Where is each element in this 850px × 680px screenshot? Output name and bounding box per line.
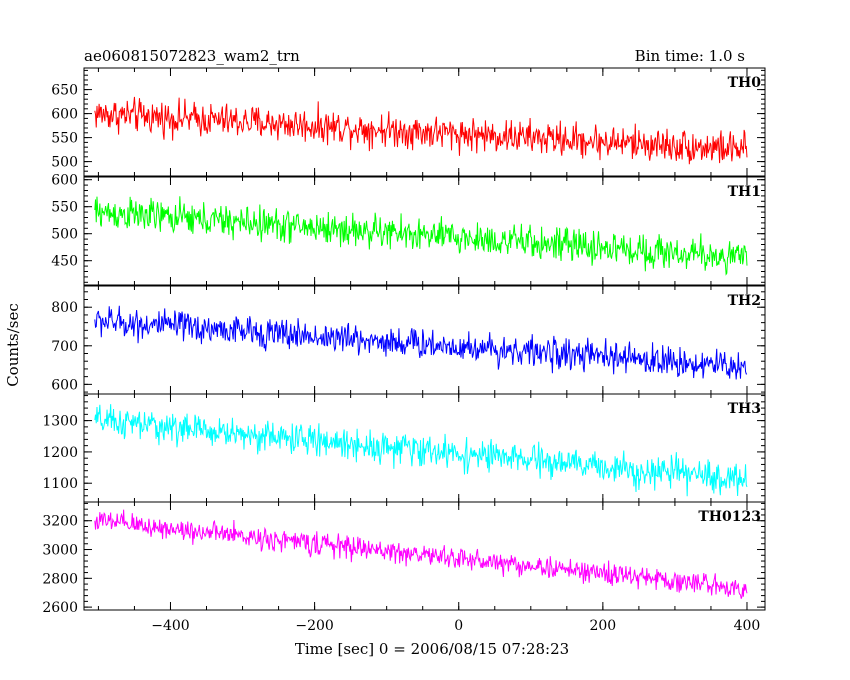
y-tick-label: 800 (51, 300, 78, 316)
series-line-th1 (94, 196, 748, 276)
x-tick-label: −400 (151, 618, 189, 634)
y-tick-label: 1200 (42, 445, 78, 461)
panel-frame (83, 67, 766, 177)
x-tick-label: 400 (734, 618, 761, 634)
panel-name-label: TH3 (728, 401, 761, 417)
y-tick-label: 550 (51, 131, 78, 147)
series-line-th0123 (94, 509, 748, 599)
panel-name-label: TH0 (728, 75, 762, 91)
panel-name-label: TH0123 (698, 509, 761, 525)
x-axis-label: Time [sec] 0 = 2006/08/15 07:28:23 (295, 640, 569, 658)
panel-frame (83, 501, 766, 611)
y-tick-label: 600 (51, 377, 78, 393)
y-tick-label: 3200 (42, 514, 78, 530)
x-tick-label: 200 (589, 618, 616, 634)
y-tick-label: 2600 (42, 600, 78, 616)
panel-th0123 (94, 509, 748, 599)
y-tick-label: 3000 (42, 543, 78, 559)
series-line-th3 (94, 404, 748, 497)
y-tick-label: 600 (51, 107, 78, 123)
y-tick-label: 2800 (42, 571, 78, 587)
x-tick-label: −200 (295, 618, 333, 634)
panel-th0 (94, 96, 748, 165)
y-tick-label: 1300 (42, 414, 78, 430)
series-line-th2 (94, 305, 748, 380)
y-tick-label: 1100 (42, 476, 78, 492)
panel-frame (83, 285, 766, 395)
y-tick-label: 500 (51, 227, 78, 243)
frame-layer: 500 550 600 650 TH0 450 500 550 600 TH1 600 700 800 T… (42, 67, 766, 634)
panel-name-label: TH2 (728, 293, 761, 309)
y-tick-label: 450 (51, 254, 78, 270)
chart-title-left: ae060815072823_wam2_trn (84, 47, 300, 65)
y-tick-label: 650 (51, 83, 78, 99)
panel-th1 (94, 196, 748, 276)
series-line-th0 (94, 96, 748, 165)
panel-th3 (94, 404, 748, 497)
y-tick-label: 550 (51, 200, 78, 216)
panel-th2 (94, 305, 748, 380)
chart-title-right: Bin time: 1.0 s (635, 47, 745, 65)
y-tick-label: 700 (51, 339, 78, 355)
panel-name-label: TH1 (728, 184, 761, 200)
panel-frame (83, 176, 766, 286)
y-tick-label: 600 (51, 173, 78, 189)
y-tick-label: 500 (51, 155, 78, 171)
panels-layer (94, 96, 748, 599)
y-axis-label: Counts/sec (4, 303, 22, 387)
x-tick-label: 0 (454, 618, 463, 634)
panel-frame (83, 393, 766, 503)
